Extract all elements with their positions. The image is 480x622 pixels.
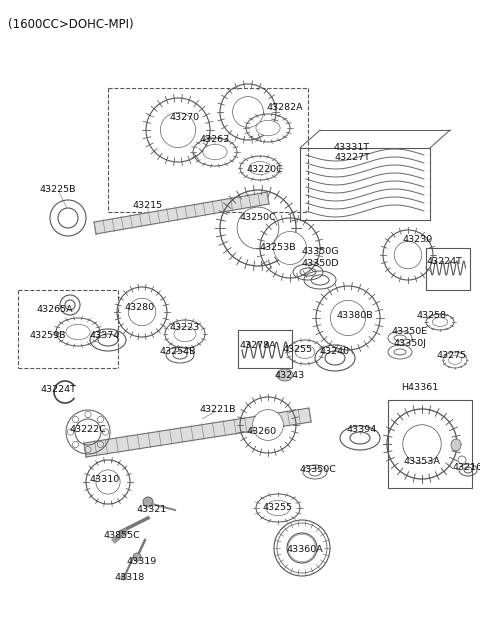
Circle shape <box>143 497 153 507</box>
Text: 43310: 43310 <box>90 475 120 485</box>
Text: 43258: 43258 <box>417 310 447 320</box>
Text: 43227T: 43227T <box>334 154 370 162</box>
Text: 43350J: 43350J <box>394 338 427 348</box>
Text: 43319: 43319 <box>127 557 157 567</box>
Text: 43350D: 43350D <box>301 259 339 267</box>
Ellipse shape <box>174 327 196 341</box>
Text: 43360A: 43360A <box>287 545 324 554</box>
Text: 43243: 43243 <box>275 371 305 379</box>
Ellipse shape <box>249 161 271 175</box>
Bar <box>388 400 472 488</box>
Text: 43275: 43275 <box>437 351 467 360</box>
Text: H43361: H43361 <box>401 384 439 392</box>
Text: 43253B: 43253B <box>260 243 296 253</box>
Text: 43215: 43215 <box>133 200 163 210</box>
Ellipse shape <box>66 324 90 340</box>
Ellipse shape <box>233 96 264 128</box>
Circle shape <box>121 574 127 580</box>
Text: (1600CC>DOHC-MPI): (1600CC>DOHC-MPI) <box>8 18 133 31</box>
Text: 43223: 43223 <box>170 323 200 333</box>
Text: 43350G: 43350G <box>301 248 339 256</box>
Ellipse shape <box>96 470 120 494</box>
Text: 43263: 43263 <box>200 136 230 144</box>
Ellipse shape <box>203 144 227 160</box>
Text: 43222C: 43222C <box>70 425 107 435</box>
Text: 43374: 43374 <box>90 330 120 340</box>
Ellipse shape <box>451 439 461 451</box>
Ellipse shape <box>256 120 280 136</box>
Ellipse shape <box>403 425 441 463</box>
Text: 43254B: 43254B <box>160 348 196 356</box>
Text: 43260: 43260 <box>247 427 277 437</box>
Ellipse shape <box>288 534 316 562</box>
Text: 43221B: 43221B <box>200 406 236 414</box>
Circle shape <box>133 553 141 561</box>
Text: 43230: 43230 <box>403 236 433 244</box>
Bar <box>426 248 470 290</box>
Text: 43353A: 43353A <box>404 458 441 466</box>
Ellipse shape <box>274 231 307 264</box>
Text: 43250C: 43250C <box>240 213 276 223</box>
Ellipse shape <box>394 241 422 269</box>
Text: 43240: 43240 <box>320 348 350 356</box>
Ellipse shape <box>237 207 279 249</box>
Text: 43394: 43394 <box>347 425 377 435</box>
Text: 43282A: 43282A <box>267 103 303 113</box>
Bar <box>238 330 292 368</box>
Text: 43225B: 43225B <box>40 185 76 195</box>
Text: 43265A: 43265A <box>36 305 73 315</box>
Text: 43280: 43280 <box>125 304 155 312</box>
Ellipse shape <box>266 500 290 516</box>
Text: 43259B: 43259B <box>30 330 66 340</box>
Ellipse shape <box>448 356 462 364</box>
Text: 43270: 43270 <box>170 113 200 123</box>
Polygon shape <box>84 408 311 457</box>
Ellipse shape <box>432 318 448 327</box>
Ellipse shape <box>128 299 156 326</box>
Text: 43255: 43255 <box>263 503 293 513</box>
Text: 43855C: 43855C <box>104 531 140 539</box>
Ellipse shape <box>330 300 366 336</box>
Text: 43278A: 43278A <box>240 340 276 350</box>
Text: 43255: 43255 <box>283 345 313 355</box>
Text: 43224T: 43224T <box>40 386 76 394</box>
Text: 43216: 43216 <box>453 463 480 473</box>
Polygon shape <box>94 192 269 234</box>
Ellipse shape <box>160 113 196 147</box>
Text: 43220C: 43220C <box>247 165 283 175</box>
Ellipse shape <box>295 345 315 359</box>
Text: 43350E: 43350E <box>392 328 428 337</box>
Text: 43321: 43321 <box>137 506 167 514</box>
Text: 43331T: 43331T <box>334 144 370 152</box>
Text: 43350C: 43350C <box>300 465 336 475</box>
Text: 43380B: 43380B <box>336 310 373 320</box>
Text: 43318: 43318 <box>115 573 145 582</box>
Ellipse shape <box>277 369 293 381</box>
Text: 43224T: 43224T <box>426 258 462 266</box>
Ellipse shape <box>252 410 283 440</box>
